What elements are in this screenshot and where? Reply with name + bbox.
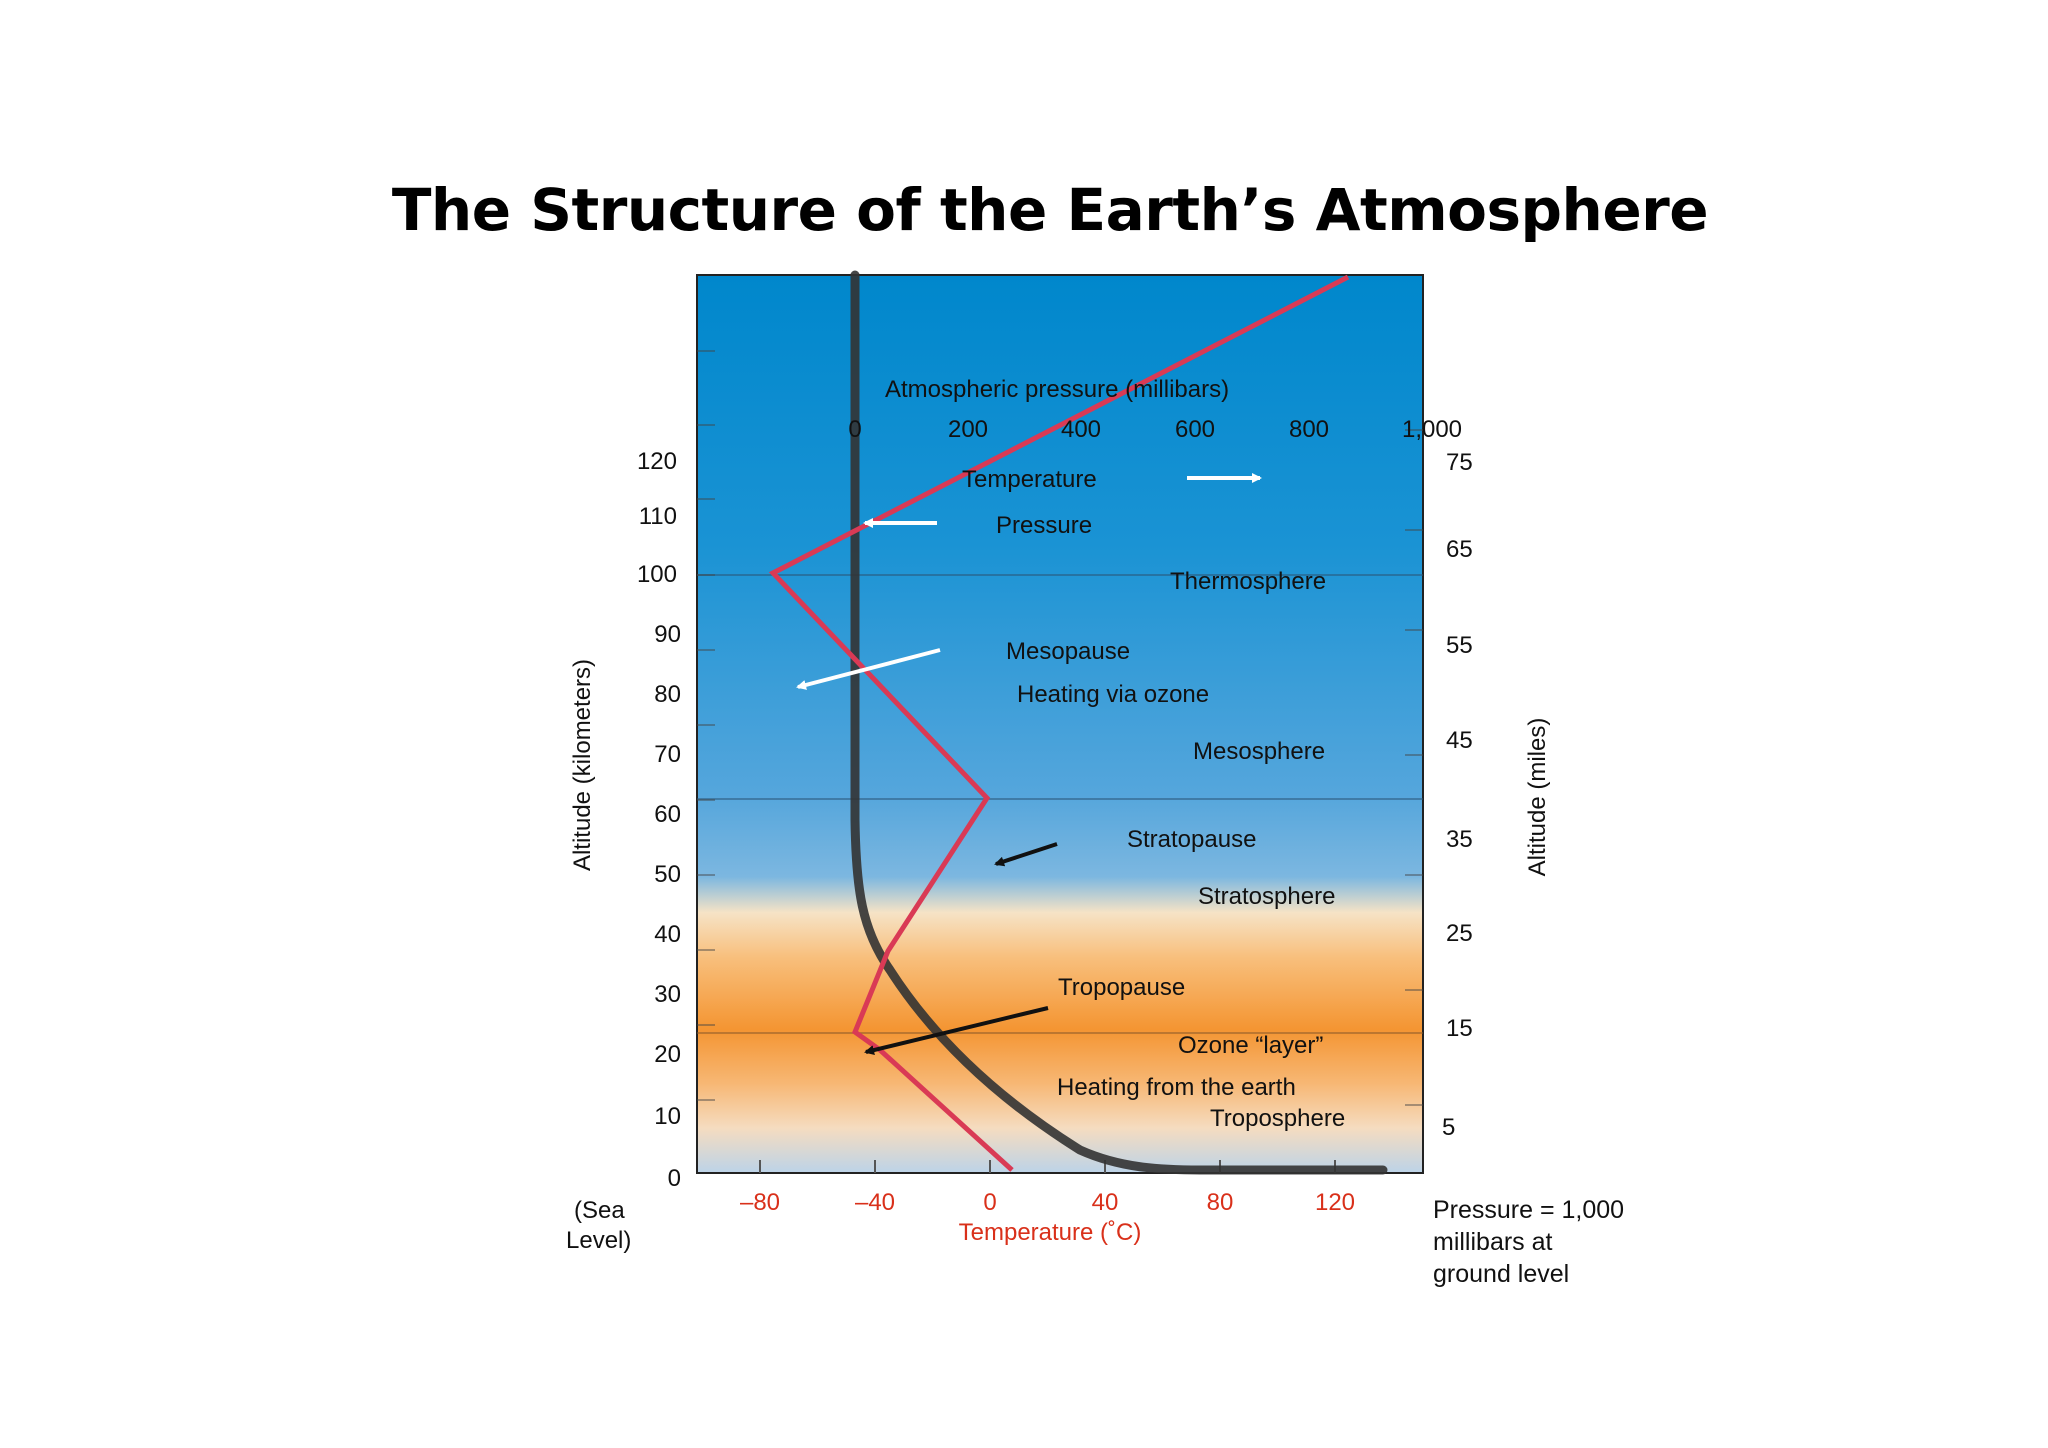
right-axis-title: Altitude (miles): [1524, 718, 1551, 877]
stratopause-arrow: [994, 842, 1058, 867]
heating-ozone-label: Heating via ozone: [1017, 681, 1209, 708]
stratopause-label: Stratopause: [1127, 826, 1256, 853]
km-tick-40: 40: [654, 921, 681, 948]
pressure-note-line2: millibars at: [1433, 1228, 1553, 1256]
km-tick-80: 80: [654, 681, 681, 708]
km-tick-100: 100: [637, 561, 677, 588]
km-tick-30: 30: [654, 981, 681, 1008]
pressure-tick-800: 800: [1289, 416, 1329, 443]
mesopause-arrow: [796, 648, 941, 690]
page-title: The Structure of the Earth’s Atmosphere: [391, 176, 1709, 244]
mi-tick-45: 45: [1446, 727, 1473, 754]
mi-tick-65: 65: [1446, 536, 1473, 563]
right-tick-labels: 75 65 55 45 35 25 15 5: [1442, 449, 1473, 1141]
right-tick-marks: [1405, 429, 1423, 1106]
temp-tick-40: 40: [1092, 1189, 1119, 1216]
left-tick-labels: 120 110 100 90 80 70 60 50 40 30 20 10 0: [637, 448, 681, 1192]
sea-level-line1: (Sea: [574, 1197, 625, 1224]
pressure-tick-400: 400: [1061, 416, 1101, 443]
bottom-tick-labels: –80 –40 0 40 80 120: [740, 1189, 1355, 1216]
pressure-note-line1: Pressure = 1,000: [1433, 1196, 1624, 1224]
pressure-axis-title: Atmospheric pressure (millibars): [885, 376, 1229, 403]
stratosphere-label: Stratosphere: [1198, 883, 1335, 910]
heating-earth-label: Heating from the earth: [1057, 1074, 1296, 1101]
ozone-layer-label: Ozone “layer”: [1178, 1032, 1323, 1059]
temp-tick-neg80: –80: [740, 1189, 780, 1216]
mi-tick-15: 15: [1446, 1015, 1473, 1042]
temp-tick-neg40: –40: [855, 1189, 895, 1216]
km-tick-0: 0: [668, 1165, 681, 1192]
mesosphere-label: Mesosphere: [1193, 738, 1325, 765]
km-tick-50: 50: [654, 861, 681, 888]
mi-tick-55: 55: [1446, 632, 1473, 659]
pressure-label: Pressure: [996, 512, 1092, 539]
mi-tick-35: 35: [1446, 826, 1473, 853]
troposphere-label: Troposphere: [1210, 1105, 1345, 1132]
temp-tick-0: 0: [983, 1189, 996, 1216]
km-tick-90: 90: [654, 621, 681, 648]
temp-tick-80: 80: [1207, 1189, 1234, 1216]
mi-tick-5: 5: [1442, 1114, 1455, 1141]
km-tick-10: 10: [654, 1103, 681, 1130]
km-tick-60: 60: [654, 801, 681, 828]
pressure-tick-600: 600: [1175, 416, 1215, 443]
km-tick-70: 70: [654, 741, 681, 768]
pressure-tick-1000: 1,000: [1402, 416, 1462, 443]
pressure-tick-0: 0: [848, 416, 861, 443]
km-tick-20: 20: [654, 1041, 681, 1068]
mi-tick-75: 75: [1446, 449, 1473, 476]
sea-level-line2: Level): [566, 1227, 631, 1254]
left-tick-marks: [697, 350, 715, 1101]
temperature-label: Temperature: [962, 466, 1097, 493]
pressure-note-line3: ground level: [1433, 1260, 1569, 1288]
km-tick-120: 120: [637, 448, 677, 475]
temp-tick-120: 120: [1315, 1189, 1355, 1216]
tropopause-arrow: [864, 1006, 1049, 1055]
mesopause-label: Mesopause: [1006, 638, 1130, 665]
pressure-tick-200: 200: [948, 416, 988, 443]
temperature-axis-title: Temperature (˚C): [959, 1219, 1142, 1246]
left-axis-title: Altitude (kilometers): [569, 659, 596, 871]
km-tick-110: 110: [639, 503, 677, 530]
thermosphere-label: Thermosphere: [1170, 568, 1326, 595]
mi-tick-25: 25: [1446, 920, 1473, 947]
pressure-curve: [850, 270, 1388, 1175]
tropopause-label: Tropopause: [1058, 974, 1185, 1001]
